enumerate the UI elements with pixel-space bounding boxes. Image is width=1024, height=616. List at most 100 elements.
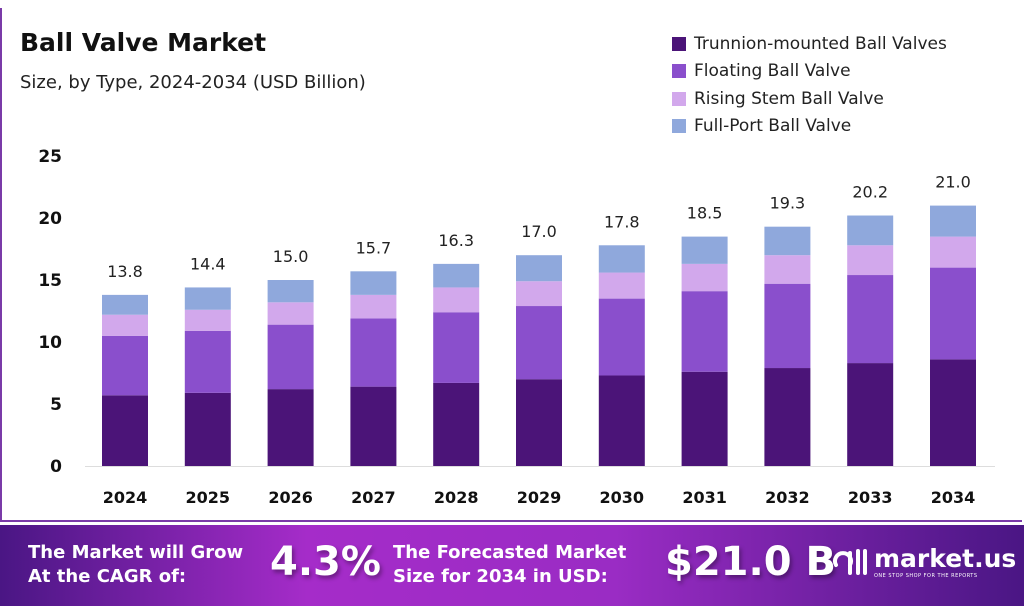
bar-segment <box>516 379 562 466</box>
bar-segment <box>350 318 397 387</box>
x-tick-label: 2030 <box>600 488 645 507</box>
total-data-label: 16.3 <box>438 231 474 250</box>
bar-segment <box>681 371 728 466</box>
chart-plot: 051015202513.8202414.4202515.0202615.720… <box>38 147 995 507</box>
bar-segment <box>847 275 894 364</box>
bar-segment <box>930 267 976 360</box>
bar-segment <box>930 359 976 466</box>
bar-segment <box>847 245 894 276</box>
bar-segment <box>516 306 562 380</box>
bar-segment <box>930 205 976 237</box>
x-tick-label: 2032 <box>765 488 810 507</box>
x-tick-label: 2028 <box>434 488 479 507</box>
legend-swatch <box>672 91 686 106</box>
bar-segment <box>598 298 645 376</box>
bar-segment <box>681 236 728 264</box>
x-tick-label: 2033 <box>848 488 893 507</box>
bar-segment <box>267 302 314 325</box>
bar-segment <box>598 245 645 273</box>
bar-segment <box>433 312 480 383</box>
y-tick-label: 15 <box>38 271 62 291</box>
cagr-label-line: The Market will Grow <box>28 542 244 563</box>
bar-segment <box>681 263 728 292</box>
y-tick-label: 20 <box>38 209 62 229</box>
brand-logo: market.us ONE STOP SHOP FOR THE REPORTS <box>830 543 1016 579</box>
bar-segment <box>184 309 231 331</box>
legend-item: Trunnion-mounted Ball Valves <box>672 30 947 58</box>
total-data-label: 15.7 <box>356 238 392 257</box>
bar-segment <box>764 255 811 284</box>
legend-label: Rising Stem Ball Valve <box>694 88 884 109</box>
bar-segment <box>764 368 811 466</box>
bar-segment <box>764 226 811 256</box>
bar-segment <box>433 382 480 466</box>
x-tick-label: 2034 <box>931 488 976 507</box>
y-tick-label: 10 <box>38 333 62 353</box>
forecast-value: $21.0 B <box>665 539 836 585</box>
bar-segment <box>433 263 480 288</box>
legend-label: Trunnion-mounted Ball Valves <box>694 33 947 54</box>
bar-segment <box>184 330 231 393</box>
bar-segment <box>184 287 231 310</box>
legend-item: Rising Stem Ball Valve <box>672 85 947 113</box>
x-tick-label: 2026 <box>268 488 313 507</box>
cagr-value: 4.3% <box>270 539 381 585</box>
y-tick-label: 0 <box>50 457 62 477</box>
footer-banner: The Market will Grow At the CAGR of: 4.3%… <box>0 525 1024 606</box>
total-data-label: 19.3 <box>770 194 806 213</box>
total-data-label: 17.0 <box>521 222 557 241</box>
x-tick-label: 2027 <box>351 488 396 507</box>
cagr-label: The Market will Grow At the CAGR of: <box>28 541 243 589</box>
x-tick-label: 2031 <box>682 488 727 507</box>
chart-title: Ball Valve Market <box>20 28 267 57</box>
brand-name: market.us <box>874 543 1017 573</box>
forecast-label-line: The Forecasted Market <box>393 542 627 563</box>
total-data-label: 21.0 <box>935 173 971 192</box>
bar-segment <box>267 389 314 466</box>
legend-label: Floating Ball Valve <box>694 61 851 82</box>
forecast-label: The Forecasted Market Size for 2034 in US… <box>393 541 626 589</box>
bar-segment <box>598 272 645 299</box>
bar-segment <box>184 392 231 466</box>
bar-segment <box>764 283 811 369</box>
x-tick-label: 2029 <box>517 488 562 507</box>
bar-segment <box>598 375 645 466</box>
bar-segment <box>102 294 148 315</box>
x-tick-label: 2025 <box>186 488 231 507</box>
total-data-label: 14.4 <box>190 254 226 273</box>
legend-swatch <box>672 64 686 79</box>
y-tick-label: 5 <box>50 395 62 415</box>
legend-label: Full-Port Ball Valve <box>694 116 852 137</box>
bar-segment <box>267 280 314 303</box>
brand-logo-icon <box>833 549 867 575</box>
total-data-label: 17.8 <box>604 212 640 231</box>
total-data-label: 13.8 <box>107 262 143 281</box>
forecast-label-line: Size for 2034 in USD: <box>393 566 608 587</box>
legend: Trunnion-mounted Ball Valves Floating Ba… <box>672 30 947 140</box>
bar-segment <box>433 287 480 313</box>
bar-segment <box>102 314 148 336</box>
bar-segment <box>350 271 397 295</box>
legend-swatch <box>672 36 686 51</box>
bar-segment <box>516 255 562 282</box>
bar-segment <box>681 291 728 372</box>
legend-item: Floating Ball Valve <box>672 58 947 86</box>
bar-segment <box>516 281 562 307</box>
total-data-label: 18.5 <box>687 204 723 223</box>
bar-segment <box>102 335 148 396</box>
cagr-label-line: At the CAGR of: <box>28 566 187 587</box>
bar-segment <box>350 386 397 466</box>
total-data-label: 20.2 <box>852 183 888 202</box>
x-tick-label: 2024 <box>103 488 148 507</box>
bar-segment <box>350 294 397 319</box>
total-data-label: 15.0 <box>273 247 309 266</box>
y-tick-label: 25 <box>38 147 62 167</box>
brand-tagline: ONE STOP SHOP FOR THE REPORTS <box>874 572 978 579</box>
bar-segment <box>267 324 314 390</box>
bar-segment <box>930 236 976 268</box>
bar-segment <box>102 395 148 466</box>
chart-subtitle: Size, by Type, 2024-2034 (USD Billion) <box>20 72 366 93</box>
legend-item: Full-Port Ball Valve <box>672 113 947 141</box>
legend-swatch <box>672 119 686 134</box>
bar-segment <box>847 215 894 246</box>
